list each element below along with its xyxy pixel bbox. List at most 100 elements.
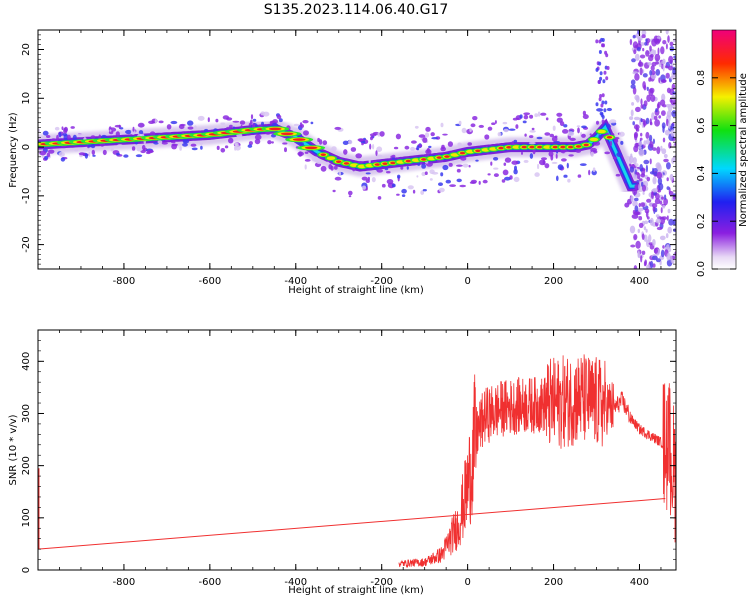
noise-speckle [638, 183, 641, 191]
spectral-speckle [416, 175, 419, 178]
spectral-speckle [61, 126, 64, 130]
noise-speckle [639, 164, 643, 172]
y-tick-label: 300 [21, 404, 32, 423]
noise-speckle [649, 158, 652, 165]
spectral-speckle [78, 152, 86, 156]
noise-speckle [646, 86, 649, 91]
spectral-speckle [348, 190, 353, 196]
spectral-speckle [135, 154, 143, 158]
spectral-speckle [171, 141, 176, 144]
spectral-speckle [411, 140, 417, 144]
spectral-speckle [207, 117, 210, 123]
spectral-speckle [528, 141, 536, 145]
noise-speckle [642, 191, 645, 195]
spectral-speckle [381, 183, 386, 188]
noise-speckle [645, 50, 650, 57]
noise-speckle [646, 94, 651, 103]
noise-speckle [649, 87, 655, 94]
spectral-speckle [70, 126, 75, 129]
noise-speckle [638, 216, 643, 221]
spectral-speckle [90, 144, 96, 149]
noise-speckle [643, 159, 650, 165]
noise-speckle [662, 245, 665, 249]
noise-speckle [647, 62, 652, 66]
spectral-speckle [598, 61, 602, 66]
colorbar-gradient [711, 29, 737, 270]
spectral-speckle [601, 115, 605, 119]
noise-speckle [661, 79, 667, 84]
snr-panel: -800 -600 -400 -200 0 200 400 0 100 200 300 400 Hei… [8, 329, 677, 596]
spectral-speckle [581, 133, 586, 138]
spectral-speckle [614, 137, 620, 140]
spectral-speckle [232, 120, 240, 123]
spectral-speckle [511, 160, 519, 165]
noise-speckle [664, 129, 671, 136]
spectral-speckle [220, 122, 226, 125]
spectral-speckle [376, 169, 383, 173]
noise-speckle [649, 171, 655, 175]
spectral-speckle [599, 71, 603, 76]
spectral-speckle [328, 164, 333, 170]
noise-speckle [665, 72, 670, 79]
noise-speckle [668, 121, 671, 129]
x-tick-label: -400 [284, 577, 307, 588]
spectral-speckle [603, 70, 607, 75]
spectral-speckle [537, 163, 540, 170]
noise-speckle [629, 166, 635, 173]
spectral-speckle [482, 179, 488, 184]
spectral-speckle [257, 124, 263, 127]
noise-speckle [635, 171, 639, 175]
spectral-speckle [418, 134, 426, 138]
spectrogram-x-axis-label: Height of straight line (km) [288, 285, 424, 296]
y-tick-label: 200 [21, 456, 32, 475]
spectral-speckle [478, 124, 484, 128]
noise-speckle [645, 131, 650, 139]
spectral-speckle [504, 157, 512, 163]
noise-speckle [668, 191, 674, 196]
spectral-speckle [138, 130, 144, 135]
noise-speckle [668, 65, 673, 71]
spectral-speckle [431, 137, 439, 140]
noise-speckle [643, 226, 647, 231]
spectral-speckle [178, 124, 185, 130]
spectral-speckle [602, 79, 606, 84]
spectral-speckle [523, 159, 529, 163]
spectral-speckle [456, 168, 461, 173]
spectral-core-red [459, 151, 466, 155]
spectral-speckle [393, 146, 399, 150]
spectral-speckle [599, 76, 603, 81]
spectral-speckle [440, 172, 444, 177]
spectral-speckle [358, 161, 363, 164]
noise-speckle [640, 98, 643, 105]
spectral-speckle [215, 118, 219, 123]
noise-speckle [661, 93, 666, 102]
noise-speckle [655, 193, 660, 200]
noise-speckle [666, 215, 669, 221]
noise-speckle [638, 207, 644, 212]
spectral-speckle [137, 122, 145, 128]
spectral-speckle [199, 142, 203, 145]
noise-speckle [666, 252, 671, 261]
spectral-speckle [376, 154, 383, 158]
spectral-speckle [440, 122, 444, 128]
spectral-speckle [379, 131, 385, 137]
x-tick-label: -800 [113, 577, 136, 588]
spectral-speckle [529, 153, 534, 159]
spectral-speckle [110, 148, 114, 152]
noise-speckle [668, 55, 674, 64]
noise-speckle [669, 41, 674, 47]
noise-speckle [640, 104, 644, 109]
spectral-speckle [513, 169, 518, 175]
noise-speckle [645, 117, 650, 125]
spectral-speckle [604, 50, 608, 55]
spectral-speckle [278, 118, 283, 123]
spectral-speckle [487, 173, 491, 176]
noise-speckle [673, 55, 676, 59]
noise-speckle [649, 134, 653, 142]
colorbar-tick-label: 0.0 [696, 261, 707, 277]
spectral-speckle [504, 176, 511, 181]
noise-speckle [637, 250, 640, 258]
spectral-speckle [521, 151, 523, 155]
spectral-core-red [382, 162, 388, 165]
spectral-speckle [448, 162, 453, 167]
